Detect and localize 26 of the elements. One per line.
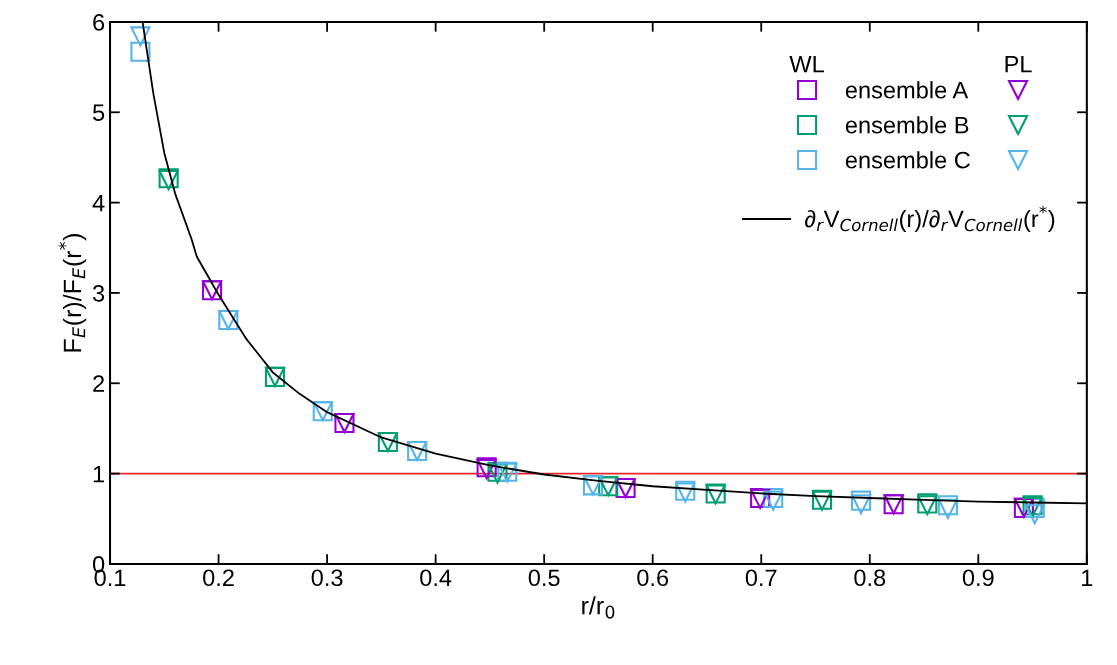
legend-label: ensemble C [845, 151, 970, 169]
annotation: PL [1005, 55, 1032, 73]
x-tick-label: 0.6 [637, 569, 669, 587]
legend-label: ensemble A [845, 81, 969, 99]
y-tick-label: 5 [92, 104, 105, 122]
y-tick-label: 6 [93, 14, 105, 31]
y-tick-label: 4 [92, 194, 105, 212]
point [130, 26, 151, 47]
y-tick-label: 3 [92, 285, 105, 302]
annotation: WL [789, 55, 824, 73]
x-tick-label: 0.2 [203, 569, 234, 587]
x-tick-label: 0.5 [528, 569, 560, 587]
x-axis-title: r/r$_{0}$ [582, 596, 615, 619]
x-tick-label: 0.7 [745, 569, 777, 587]
point [1024, 504, 1045, 525]
y-tick-label: 1 [93, 465, 105, 483]
text: ∂$_{r}$V$_{Cornell}$(r)/∂$_{r}$V$_{Cornell}$(r$^{*}$) [805, 205, 1055, 232]
x-tick-label: 0.8 [854, 569, 886, 587]
x-tick-label: 0.4 [420, 569, 452, 587]
legend-label: ensemble B [845, 116, 969, 134]
y-tick-label: 2 [93, 375, 104, 392]
x-tick-label: 1 [1082, 569, 1093, 586]
x-tick-label: 0.3 [311, 569, 343, 587]
point [130, 41, 151, 62]
x-tick-label: 0.9 [962, 569, 994, 587]
y-axis-title: F$_{E}$(r)/F$_{E}$(r$^{*}$) [58, 234, 87, 352]
